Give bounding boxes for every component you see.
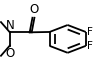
Text: O: O [5,47,15,60]
Text: N: N [6,19,14,32]
Text: F: F [87,41,93,51]
Text: F: F [87,27,93,37]
Text: O: O [29,3,39,16]
